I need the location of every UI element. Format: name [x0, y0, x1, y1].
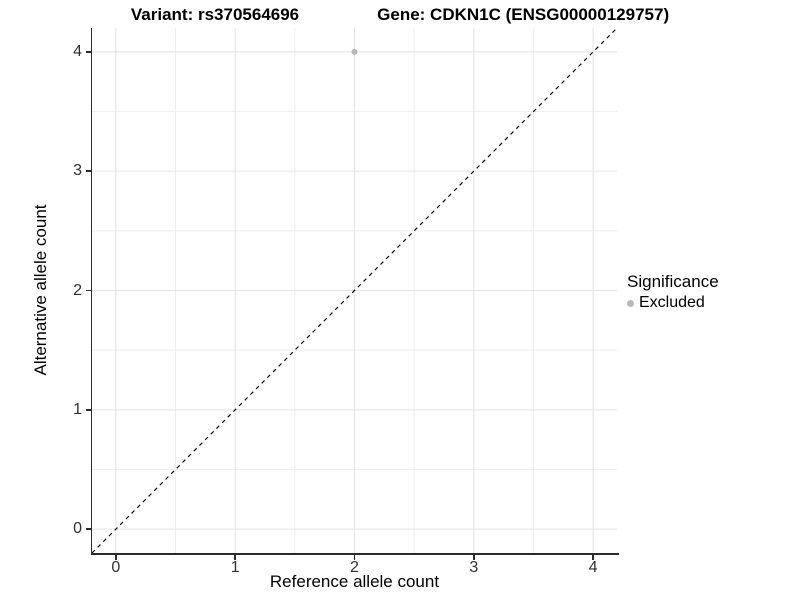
x-tick-mark [353, 554, 356, 560]
x-tick-mark [473, 554, 475, 560]
legend-entry-label: Excluded [639, 294, 705, 311]
legend-title: Significance [627, 272, 719, 291]
chart-canvas [92, 28, 617, 553]
x-tick-mark [592, 554, 594, 560]
x-axis-title: Reference allele count [269, 572, 440, 591]
y-tick-label: 2 [73, 281, 82, 299]
y-tick-mark [85, 289, 91, 292]
y-tick-mark [85, 409, 91, 411]
y-tick-mark [85, 528, 91, 530]
legend-entries: Excluded [627, 294, 719, 312]
legend-entry: Excluded [627, 294, 719, 312]
y-tick-label: 1 [73, 400, 82, 418]
legend: Significance Excluded [627, 272, 719, 312]
plot-panel [92, 28, 617, 553]
variant-title: Variant: rs370564696 [130, 5, 300, 24]
x-tick-mark [115, 554, 117, 560]
x-tick-label: 2 [350, 559, 359, 576]
x-tick-label: 3 [469, 559, 479, 576]
y-axis-title: Alternative allele count [31, 204, 50, 376]
gene-title: Gene: CDKN1C (ENSG00000129757) [377, 5, 670, 24]
x-tick-mark [234, 554, 236, 560]
x-tick-label: 0 [111, 559, 121, 576]
y-tick-label: 0 [73, 520, 82, 538]
y-tick-mark [85, 170, 91, 172]
legend-point-icon [627, 299, 634, 307]
y-tick-label: 4 [73, 42, 82, 60]
y-tick-mark [85, 51, 91, 53]
y-tick-label: 3 [73, 162, 82, 180]
x-tick-label: 1 [230, 559, 240, 576]
x-tick-label: 4 [588, 559, 598, 576]
plot-title-row: Variant: rs370564696 Gene: CDKN1C (ENSG0… [0, 5, 800, 25]
y-axis-line [90, 28, 92, 555]
x-axis-line [90, 553, 619, 555]
